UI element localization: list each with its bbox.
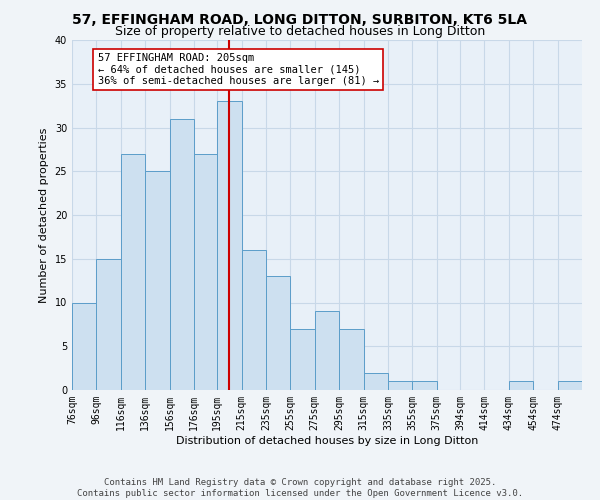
- Text: Size of property relative to detached houses in Long Ditton: Size of property relative to detached ho…: [115, 25, 485, 38]
- Bar: [557, 381, 582, 390]
- X-axis label: Distribution of detached houses by size in Long Ditton: Distribution of detached houses by size …: [176, 436, 478, 446]
- Bar: [388, 381, 412, 390]
- Bar: [217, 101, 242, 390]
- Bar: [170, 118, 194, 390]
- Text: 57 EFFINGHAM ROAD: 205sqm
← 64% of detached houses are smaller (145)
36% of semi: 57 EFFINGHAM ROAD: 205sqm ← 64% of detac…: [98, 53, 379, 86]
- Text: Contains HM Land Registry data © Crown copyright and database right 2025.
Contai: Contains HM Land Registry data © Crown c…: [77, 478, 523, 498]
- Bar: [266, 276, 290, 390]
- Bar: [121, 154, 145, 390]
- Bar: [290, 329, 315, 390]
- Bar: [412, 381, 437, 390]
- Bar: [364, 372, 388, 390]
- Y-axis label: Number of detached properties: Number of detached properties: [39, 128, 49, 302]
- Bar: [97, 259, 121, 390]
- Bar: [194, 154, 217, 390]
- Bar: [339, 329, 364, 390]
- Bar: [72, 302, 97, 390]
- Bar: [509, 381, 533, 390]
- Bar: [145, 171, 170, 390]
- Text: 57, EFFINGHAM ROAD, LONG DITTON, SURBITON, KT6 5LA: 57, EFFINGHAM ROAD, LONG DITTON, SURBITO…: [73, 12, 527, 26]
- Bar: [315, 311, 339, 390]
- Bar: [242, 250, 266, 390]
